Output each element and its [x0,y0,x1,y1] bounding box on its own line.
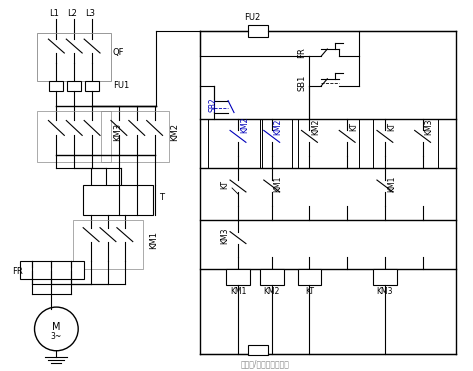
Text: KT: KT [220,180,229,188]
Text: FU2: FU2 [244,13,260,22]
Text: KM1: KM1 [387,176,396,192]
Text: KM3: KM3 [113,123,122,141]
Text: KM2: KM2 [311,118,320,135]
Text: SB2: SB2 [208,97,217,112]
Bar [85,81,99,91]
Text: KT: KT [349,122,358,131]
Text: FR: FR [298,47,307,58]
Text: FR: FR [12,267,22,276]
Bar [49,81,63,91]
Text: KM2: KM2 [263,287,280,296]
Text: 头条号/电气自动化应用: 头条号/电气自动化应用 [240,359,289,368]
Text: L3: L3 [85,9,95,18]
Text: T: T [158,193,164,203]
Text: KM2: KM2 [170,124,179,141]
Text: KM2: KM2 [240,116,249,133]
Bar [83,185,153,215]
Bar [101,111,168,162]
Text: L2: L2 [67,9,77,18]
Text: KM1: KM1 [230,287,246,296]
Bar [208,118,260,168]
Bar [226,269,250,285]
Bar [73,220,143,269]
Text: KM3: KM3 [220,227,229,244]
Bar [36,111,111,162]
Bar [262,118,291,168]
Bar [20,262,84,279]
Text: KM1: KM1 [274,176,283,192]
Bar [67,81,81,91]
Text: M: M [52,322,61,332]
Text: KM2: KM2 [274,118,283,135]
Text: KM3: KM3 [425,118,434,135]
Bar [36,33,111,81]
Text: KT: KT [387,122,396,131]
Bar [248,25,268,37]
Bar [298,118,359,168]
Text: KM1: KM1 [149,231,158,249]
Bar [260,269,284,285]
Text: L1: L1 [50,9,59,18]
Text: SB1: SB1 [298,75,307,91]
Bar [298,269,321,285]
Text: FU1: FU1 [113,81,129,90]
Bar [373,118,438,168]
Text: QF: QF [113,49,124,58]
Bar [373,269,397,285]
Text: KM3: KM3 [377,287,393,296]
Bar [248,345,268,355]
Text: KT: KT [305,287,314,296]
Text: 3~: 3~ [51,332,62,341]
